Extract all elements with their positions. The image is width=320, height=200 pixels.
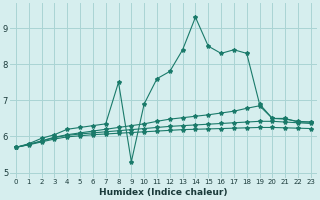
X-axis label: Humidex (Indice chaleur): Humidex (Indice chaleur) <box>99 188 228 197</box>
